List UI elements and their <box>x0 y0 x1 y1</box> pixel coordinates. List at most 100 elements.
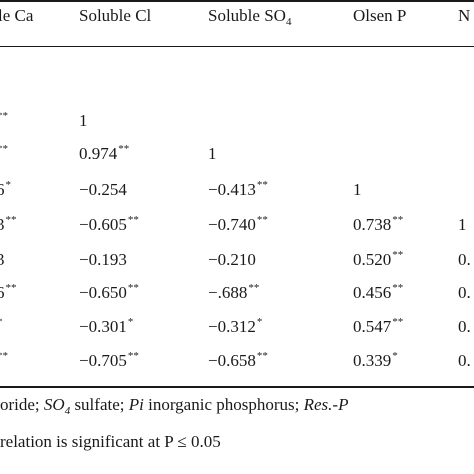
table-cell: −0.650** <box>79 282 139 305</box>
significance-marker: * <box>392 350 398 362</box>
table-top-rule <box>0 0 474 2</box>
significance-marker: ** <box>392 282 404 294</box>
significance-marker: ** <box>5 214 17 226</box>
significance-marker: * <box>0 316 3 328</box>
cell-value: 3 <box>0 250 5 269</box>
table-cell: 1 <box>353 180 362 200</box>
cell-value: 6 <box>0 180 5 199</box>
table-cell: −0.193 <box>79 250 127 270</box>
significance-marker: ** <box>127 282 139 294</box>
significance-marker: ** <box>248 282 260 294</box>
significance-marker: ** <box>256 214 268 226</box>
cell-value: −0.740 <box>208 215 256 234</box>
significance-marker: ** <box>256 179 268 191</box>
table-cell: 1 <box>458 215 467 235</box>
table-cell: 0.547** <box>353 316 404 339</box>
cell-value: 0. <box>458 351 471 370</box>
cell-value: 1 <box>353 180 362 199</box>
column-header-text: Soluble Cl <box>79 6 152 25</box>
cell-value: 0.339 <box>353 351 392 370</box>
cell-value: 0.547 <box>353 317 392 336</box>
cell-value: 0.520 <box>353 250 392 269</box>
significance-marker: * <box>256 316 263 328</box>
table-cell: −0.705** <box>79 350 139 373</box>
footnote-significance: relation is significant at P ≤ 0.05 <box>0 432 221 451</box>
cell-value: −0.658 <box>208 351 256 370</box>
table-cell: −0.740** <box>208 214 268 237</box>
significance-marker: * <box>5 179 12 191</box>
significance-marker: ** <box>127 350 139 362</box>
column-header-text: Soluble SO <box>208 6 286 25</box>
table-cell: −0.605** <box>79 214 139 237</box>
table-cell: 1 <box>208 144 217 164</box>
cell-value: −0.650 <box>79 283 127 302</box>
table-cell: −0.658** <box>208 350 268 373</box>
table-cell: 0.520** <box>353 249 404 272</box>
cell-value: −0.210 <box>208 250 256 269</box>
significance-marker: ** <box>392 316 404 328</box>
column-header-text: Olsen P <box>353 6 407 25</box>
column-header: le Ca <box>0 6 33 26</box>
significance-marker: ** <box>0 110 8 122</box>
significance-marker: ** <box>127 214 139 226</box>
cell-value: 0. <box>458 283 471 302</box>
significance-marker: ** <box>392 214 404 226</box>
significance-marker: ** <box>392 249 404 261</box>
table-cell: −0.254 <box>79 180 127 200</box>
cell-value: −0.193 <box>79 250 127 269</box>
column-header-text: le Ca <box>0 6 34 25</box>
table-cell: ** <box>0 110 8 133</box>
column-header: Soluble Cl <box>79 6 151 26</box>
table-cell: −0.210 <box>208 250 256 270</box>
table-cell: 0.974** <box>79 143 130 166</box>
cell-value: −0.254 <box>79 180 127 199</box>
footnote-text: oride; <box>0 395 44 414</box>
cell-value: 6 <box>0 283 5 302</box>
table-cell: 0. <box>458 250 471 270</box>
table-cell: ** <box>0 143 8 166</box>
table-cell: 3 <box>0 250 5 270</box>
column-header: Olsen P <box>353 6 406 26</box>
cell-value: 0.738 <box>353 215 392 234</box>
column-header: Soluble SO4 <box>208 6 291 28</box>
table-header-rule <box>0 46 474 47</box>
table-cell: 0. <box>458 283 471 303</box>
footnote-subscript: 4 <box>64 405 71 417</box>
cell-value: −0.301 <box>79 317 127 336</box>
cell-value: 1 <box>208 144 217 163</box>
table-cell: 0. <box>458 317 471 337</box>
cell-value: 0. <box>458 250 471 269</box>
footnote-text: SO <box>43 395 65 414</box>
table-cell: −.688** <box>208 282 260 305</box>
table-cell: −0.413** <box>208 179 268 202</box>
cell-value: 0.456 <box>353 283 392 302</box>
footnote-abbreviations: oride; SO4 sulfate; Pi inorganic phospho… <box>0 395 348 417</box>
footnote-text: Res.-P <box>303 395 349 414</box>
cell-value: 3 <box>0 215 5 234</box>
cell-value: 0. <box>458 317 471 336</box>
significance-marker: ** <box>0 143 8 155</box>
significance-marker: ** <box>0 350 8 362</box>
table-cell: 0. <box>458 351 471 371</box>
cell-value: 0.974 <box>79 144 118 163</box>
table-cell: 6* <box>0 179 12 202</box>
column-header-subscript: 4 <box>285 16 292 28</box>
column-header-text: N <box>458 6 471 25</box>
table-bottom-rule <box>0 386 474 388</box>
table-cell: * <box>0 316 3 339</box>
table-cell: 0.738** <box>353 214 404 237</box>
table-cell: 0.339* <box>353 350 398 373</box>
cell-value: −0.705 <box>79 351 127 370</box>
cell-value: −0.605 <box>79 215 127 234</box>
cell-value: −0.312 <box>208 317 256 336</box>
significance-marker: ** <box>118 143 130 155</box>
cell-value: 1 <box>79 111 88 130</box>
footnote-text: Pi <box>128 395 144 414</box>
significance-marker: ** <box>256 350 268 362</box>
cell-value: −.688 <box>208 283 248 302</box>
cell-value: −0.413 <box>208 180 256 199</box>
table-cell: ** <box>0 350 8 373</box>
cell-value: 1 <box>458 215 467 234</box>
table-cell: 0.456** <box>353 282 404 305</box>
column-header: N <box>458 6 470 26</box>
